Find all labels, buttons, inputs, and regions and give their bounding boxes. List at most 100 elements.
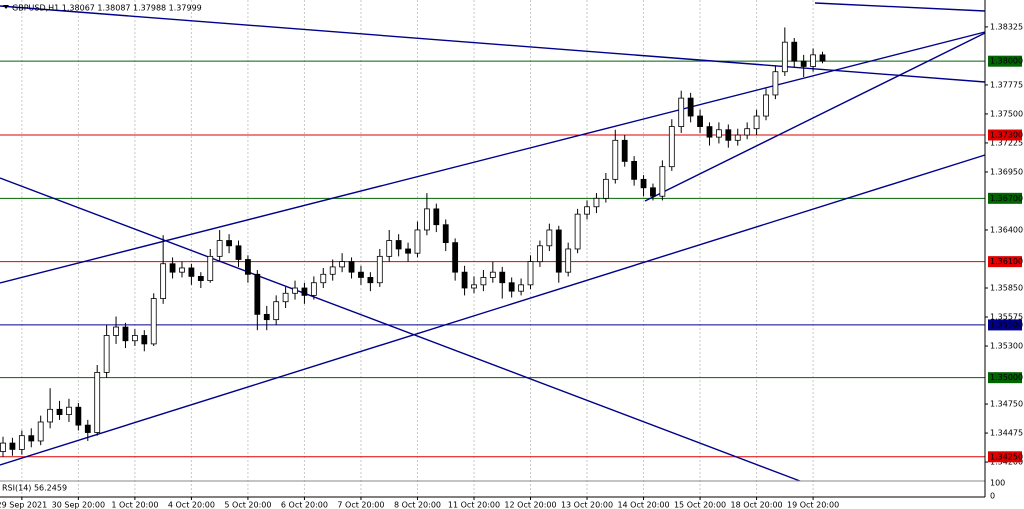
price-level-label: 1.34250	[990, 452, 1023, 461]
x-tick-label: 8 Oct 20:00	[394, 501, 441, 509]
axes: 29 Sep 2021 30 Sep 20:00 1 Oct 20:00 4 Oct …	[0, 22, 1023, 509]
candle-body	[763, 94, 769, 117]
candle-body	[207, 255, 214, 282]
candle-body	[480, 277, 487, 286]
candle-body	[301, 287, 308, 296]
candle-body	[395, 240, 402, 250]
candle-body	[254, 273, 261, 315]
candle-body	[555, 229, 562, 273]
candles	[0, 27, 826, 457]
candle-body	[810, 54, 816, 67]
price-level-label: 1.36700	[990, 194, 1023, 203]
candle-body	[753, 115, 760, 130]
candle-body	[687, 97, 694, 117]
candle-body	[640, 178, 647, 189]
candle-body	[103, 335, 110, 373]
candle-body	[339, 261, 346, 268]
candle-body	[376, 255, 383, 284]
x-tick-label: 13 Oct 20:00	[561, 501, 613, 509]
candle-body	[781, 41, 788, 73]
x-tick-label: 1 Oct 20:00	[111, 501, 158, 509]
price-level-tag	[988, 451, 1022, 463]
candle-body	[405, 248, 411, 254]
candle-body	[461, 271, 468, 289]
candle-body	[537, 245, 543, 263]
candle-body	[47, 408, 54, 423]
candle-body	[697, 115, 703, 127]
x-tick-label: 11 Oct 20:00	[448, 501, 500, 509]
indicator-tick-label: 0	[990, 492, 995, 501]
candle-body	[593, 197, 600, 208]
trend-line	[814, 2, 986, 12]
trend-line	[644, 32, 986, 202]
y-tick-label: 1.36400	[990, 225, 1023, 234]
price-level-tag	[988, 256, 1022, 268]
candle-body	[659, 166, 666, 197]
candle-body	[122, 326, 129, 342]
candle-body	[414, 229, 421, 254]
x-tick-label: 4 Oct 20:00	[168, 501, 215, 509]
candle-body	[0, 442, 6, 452]
y-tick-label: 1.37500	[990, 109, 1023, 118]
y-tick-label: 1.35850	[990, 284, 1023, 293]
candle-body	[141, 335, 148, 345]
candle-body	[508, 282, 515, 292]
indicator-tick-label: 100	[990, 479, 1005, 488]
y-tick-label: 1.35300	[990, 342, 1023, 351]
candle-body	[819, 54, 826, 62]
candle-body	[772, 71, 779, 96]
candle-body	[706, 126, 713, 138]
price-level-label: 1.36100	[990, 257, 1023, 266]
candle-body	[235, 245, 242, 260]
y-tick-label: 1.34475	[990, 429, 1023, 438]
candle-body	[386, 240, 393, 257]
candle-body	[188, 267, 195, 277]
candle-body	[66, 406, 72, 415]
y-tick-label: 1.36950	[990, 167, 1023, 176]
x-tick-label: 19 Oct 20:00	[787, 501, 839, 509]
candle-body	[113, 326, 119, 336]
candle-body	[160, 263, 167, 299]
x-tick-label: 29 Sep 2021	[0, 501, 47, 509]
candle-body	[442, 224, 449, 244]
price-level-label: 1.35500	[990, 320, 1023, 329]
x-tick-label: 7 Oct 20:00	[337, 501, 384, 509]
candle-body	[734, 134, 741, 141]
price-level-tag	[988, 192, 1022, 204]
candle-body	[602, 178, 609, 199]
candle-body	[292, 287, 298, 294]
candle-body	[197, 275, 204, 282]
candle-body	[650, 187, 656, 197]
candle-body	[527, 261, 534, 286]
price-level-label: 1.38000	[990, 57, 1023, 66]
trend-lines	[0, 2, 986, 482]
candle-body	[37, 421, 44, 442]
candle-body	[282, 292, 289, 303]
x-tick-label: 12 Oct 20:00	[504, 501, 556, 509]
candle-body	[499, 271, 506, 284]
x-tick-label: 14 Oct 20:00	[617, 501, 669, 509]
candle-body	[226, 240, 232, 247]
candle-body	[518, 284, 524, 292]
price-level-tag	[988, 129, 1022, 141]
y-tick-label: 1.37775	[990, 80, 1023, 89]
candle-body	[612, 139, 619, 180]
candle-body	[574, 213, 581, 250]
candle-body	[75, 406, 82, 426]
x-tick-label: 15 Oct 20:00	[674, 501, 726, 509]
candle-body	[725, 129, 732, 141]
candle-body	[800, 60, 807, 67]
candle-body	[678, 97, 685, 127]
candle-body	[668, 126, 675, 168]
candle-body	[263, 313, 270, 321]
candle-body	[169, 263, 176, 273]
candle-body	[9, 442, 16, 450]
price-axis	[985, 0, 1024, 509]
candle-body	[179, 267, 185, 273]
candle-body	[348, 261, 355, 273]
candle-body	[320, 273, 327, 284]
chart-title: GBPUSD,H1 1.38067 1.38087 1.37988 1.3799…	[12, 4, 202, 13]
